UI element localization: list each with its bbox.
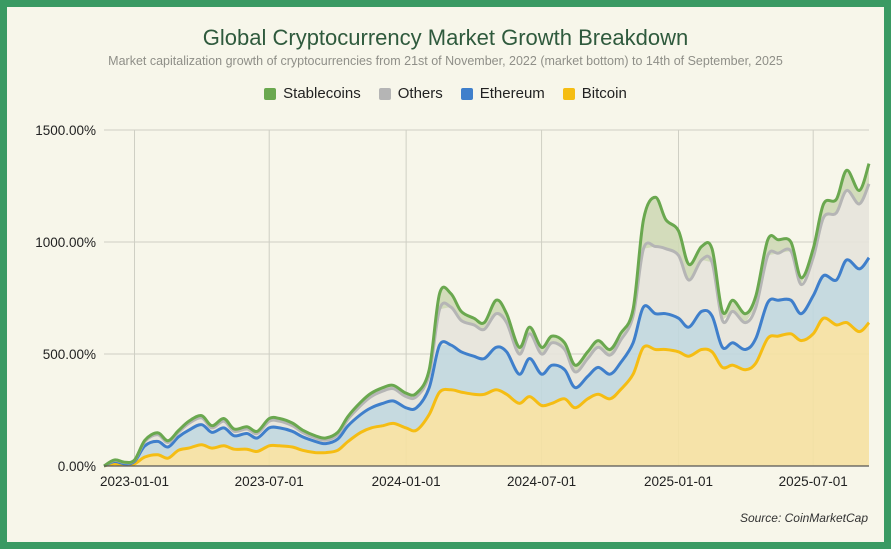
x-tick-label: 2023-01-01 <box>100 474 169 489</box>
chart-plot: 0.00% 500.00% 1000.00% 1500.00% 2023-01-01 20… <box>35 123 871 489</box>
chart-legend: Stablecoins Others Ethereum Bitcoin <box>7 85 884 102</box>
series-line-bitcoin <box>103 316 871 468</box>
x-tick-label: 2025-07-01 <box>779 474 848 489</box>
chart-title: Global Cryptocurrency Market Growth Brea… <box>202 25 689 50</box>
x-tick-label: 2025-01-01 <box>644 474 713 489</box>
legend-label: Stablecoins <box>283 85 361 102</box>
area-ethereum <box>104 257 869 466</box>
legend-swatch <box>562 87 575 100</box>
legend-label: Others <box>397 85 443 102</box>
x-tick-label: 2024-01-01 <box>372 474 441 489</box>
legend-item-ethereum: Ethereum <box>460 85 545 102</box>
y-tick-label: 1500.00% <box>35 123 96 138</box>
legend-swatch <box>264 87 277 100</box>
legend-label: Bitcoin <box>581 85 627 102</box>
area-bitcoin <box>104 317 869 466</box>
legend-label: Ethereum <box>479 85 545 102</box>
chart-frame: Global Cryptocurrency Market Growth Brea… <box>7 7 884 542</box>
legend-swatch <box>378 87 391 100</box>
legend-item-stablecoins: Stablecoins <box>264 85 361 102</box>
chart-subtitle: Market capitalization growth of cryptocu… <box>108 54 783 68</box>
series-line-ethereum <box>103 256 871 468</box>
chart-source: Source: CoinMarketCap <box>739 511 868 525</box>
legend-item-others: Others <box>378 85 443 102</box>
x-tick-label: 2024-07-01 <box>507 474 576 489</box>
x-tick-label: 2023-07-01 <box>235 474 304 489</box>
area-stablecoins <box>104 163 869 466</box>
legend-item-bitcoin: Bitcoin <box>562 85 627 102</box>
series-line-others <box>103 183 871 468</box>
y-tick-label: 0.00% <box>58 459 96 474</box>
y-tick-label: 500.00% <box>43 347 96 362</box>
series-line-stablecoins <box>103 163 871 468</box>
legend-swatch <box>460 87 473 100</box>
y-tick-label: 1000.00% <box>35 235 96 250</box>
